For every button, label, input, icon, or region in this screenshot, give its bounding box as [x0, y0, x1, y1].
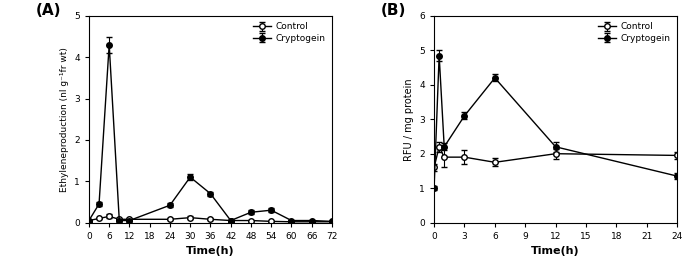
X-axis label: Time(h): Time(h) — [186, 246, 235, 256]
X-axis label: Time(h): Time(h) — [531, 246, 580, 256]
Y-axis label: Ethyleneproduction (nl g⁻¹fr wt): Ethyleneproduction (nl g⁻¹fr wt) — [60, 47, 68, 192]
Text: (A): (A) — [36, 3, 61, 19]
Legend: Control, Cryptogein: Control, Cryptogein — [251, 20, 328, 45]
Legend: Control, Cryptogein: Control, Cryptogein — [596, 20, 672, 45]
Text: (B): (B) — [380, 3, 406, 19]
Y-axis label: RFU / mg protein: RFU / mg protein — [404, 78, 414, 161]
